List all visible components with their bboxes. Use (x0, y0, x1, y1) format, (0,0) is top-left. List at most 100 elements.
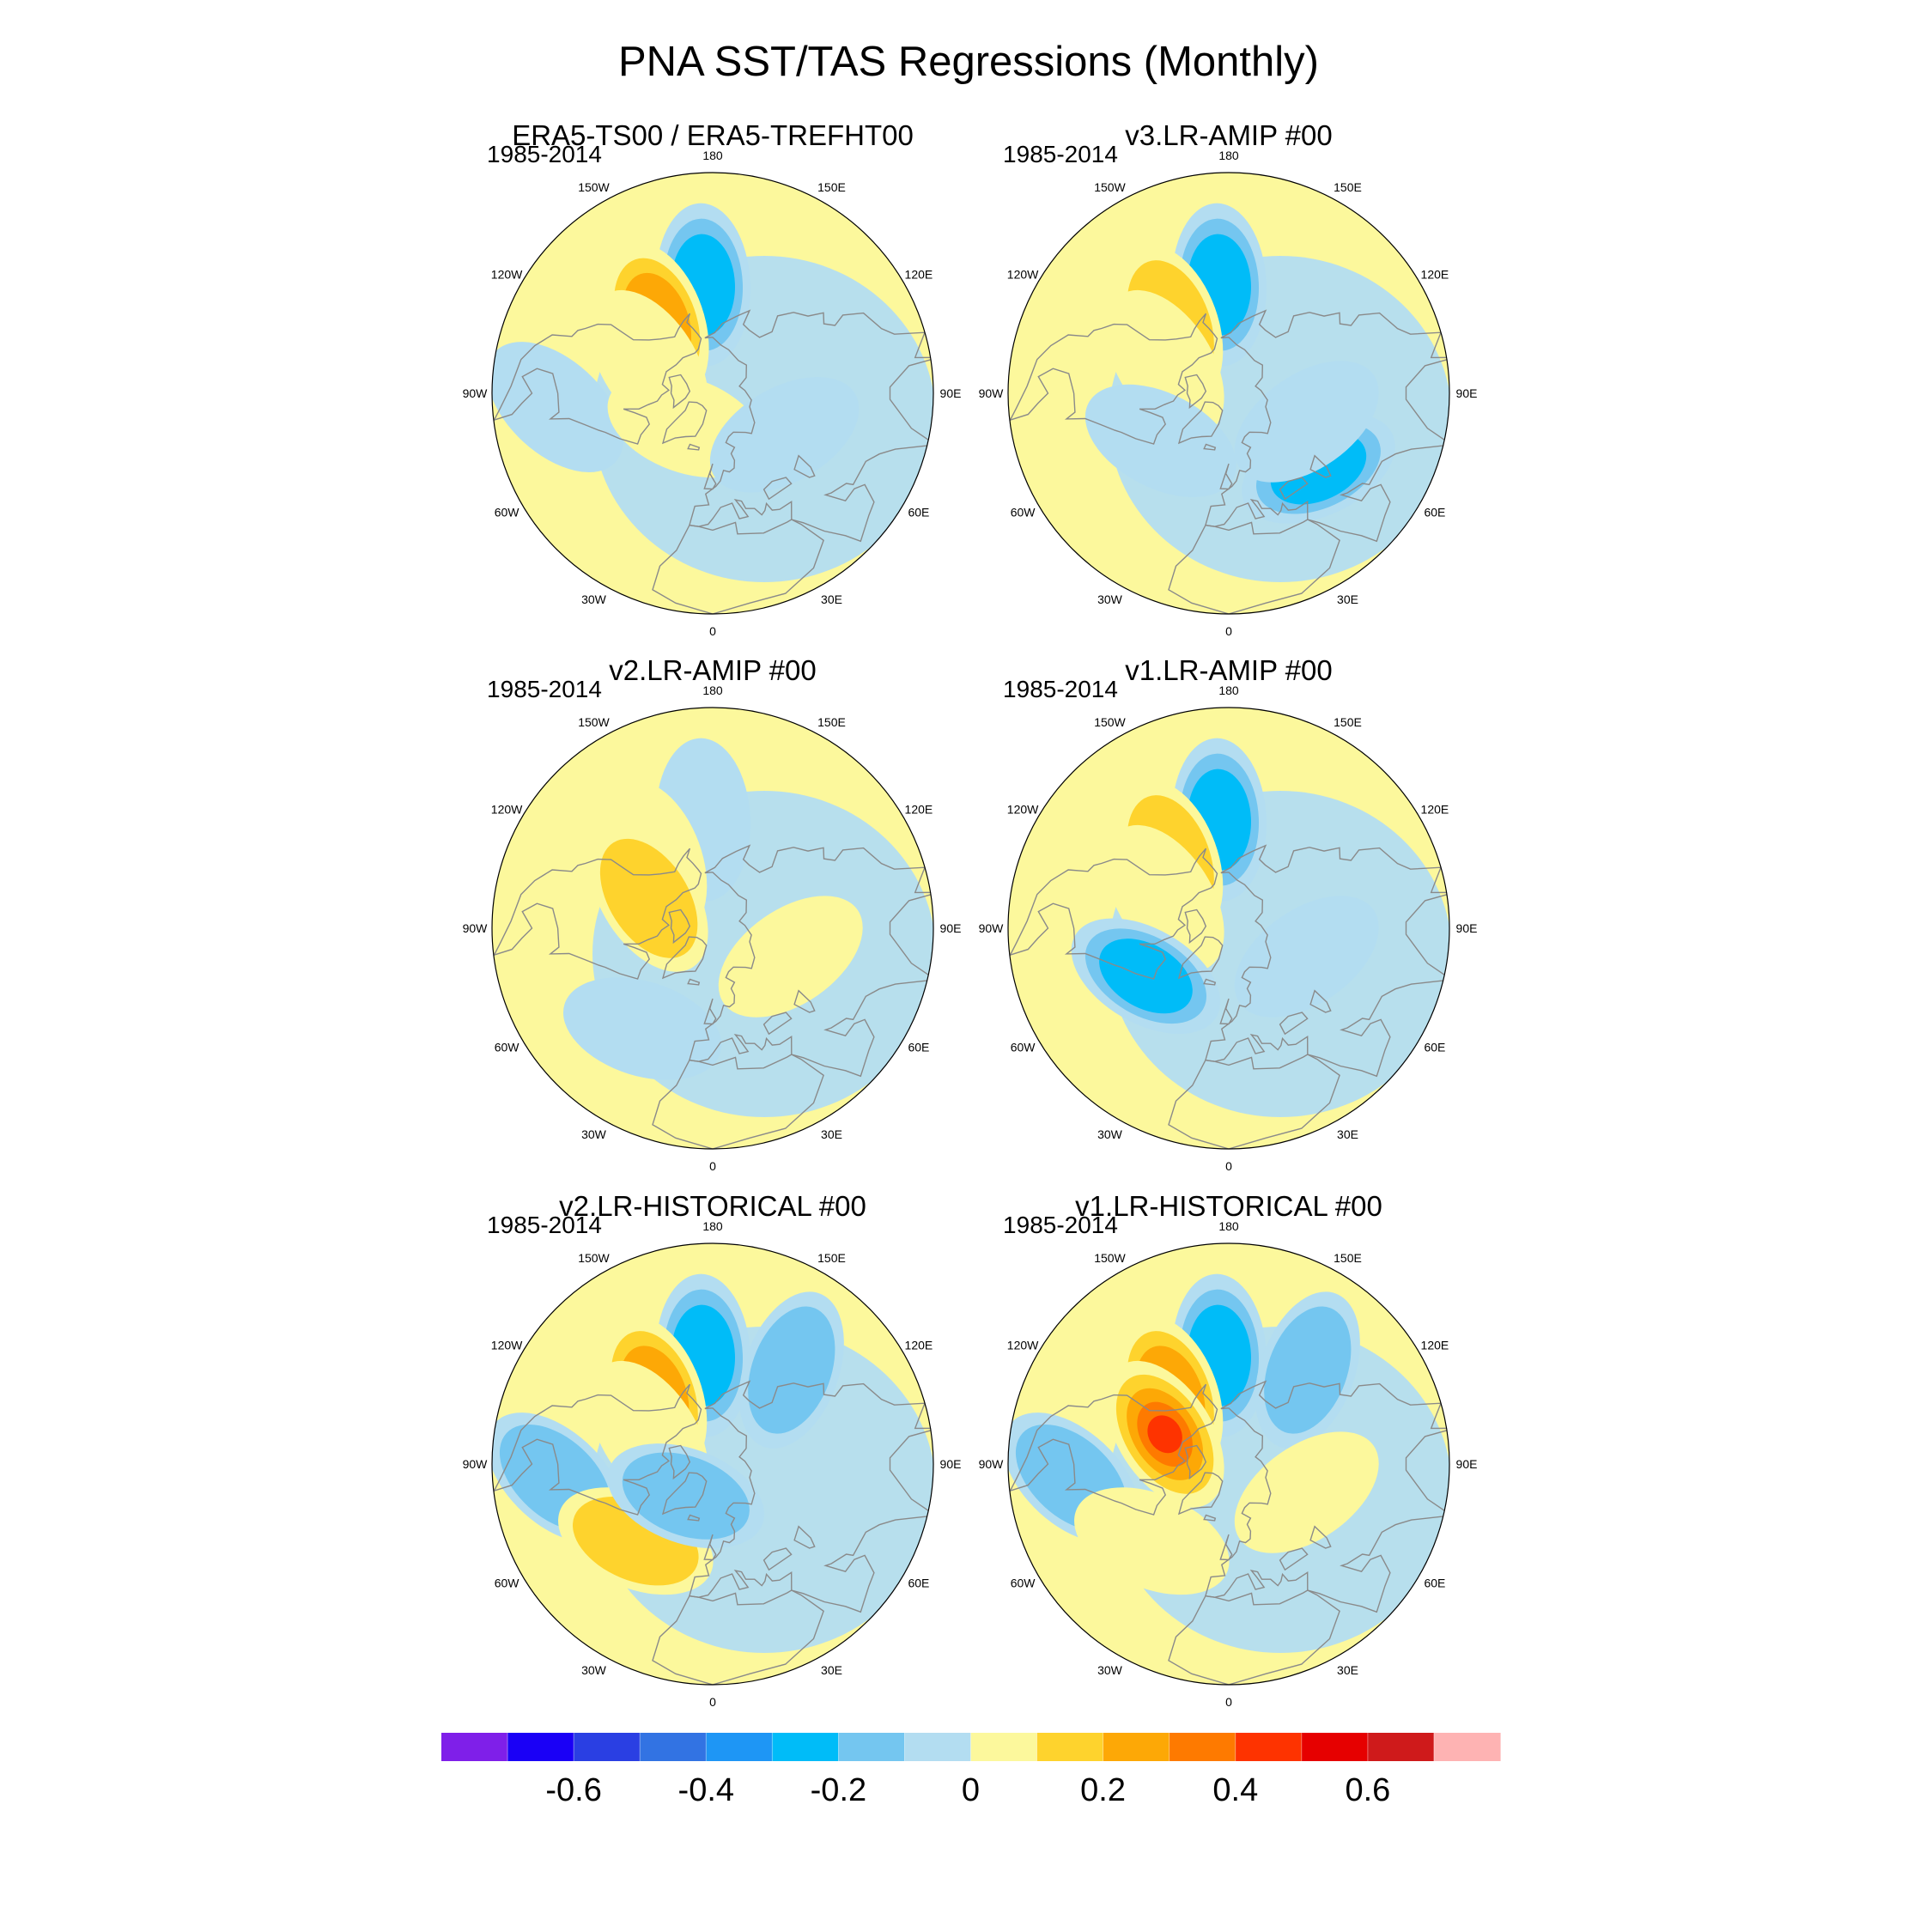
lon-label: 120W (491, 1339, 523, 1352)
coastline (703, 463, 717, 490)
map-field (1008, 708, 1449, 1149)
panel-period: 1985-2014 (487, 141, 602, 167)
coastline (687, 1514, 701, 1522)
coastline (1008, 848, 1218, 980)
colorbar-tick-label: -0.6 (545, 1772, 601, 1808)
colorbar-tick-label: -0.2 (811, 1772, 866, 1808)
coastline (1203, 443, 1217, 451)
colorbar-swatch (1433, 1733, 1501, 1761)
coastline (687, 978, 701, 986)
colorbar-tick-label: 0.2 (1080, 1772, 1126, 1808)
lon-label: 90W (979, 921, 1005, 935)
lon-label: 60E (908, 1041, 929, 1054)
lon-label: 120W (1007, 803, 1039, 817)
lon-label: 150E (817, 715, 846, 729)
coastline (1177, 936, 1224, 980)
coastline (793, 989, 816, 1013)
lon-label: 0 (1225, 1159, 1232, 1173)
colorbar-swatch (574, 1733, 641, 1761)
coastline (1177, 401, 1224, 445)
coastline (1309, 1525, 1332, 1549)
coastline (668, 1444, 691, 1480)
field-contour (1234, 361, 1379, 483)
colorbar-swatch (507, 1733, 574, 1761)
coastline (793, 1525, 816, 1549)
coastline (1205, 844, 1449, 1078)
coastline (703, 998, 717, 1025)
lon-label: 0 (1225, 624, 1232, 638)
lon-label: 90E (940, 921, 962, 935)
lon-label: 0 (709, 1695, 716, 1709)
lon-label: 30W (1097, 1663, 1123, 1677)
lon-label: 150W (578, 715, 610, 729)
coastline (762, 477, 793, 501)
lon-label: 90E (940, 1457, 962, 1471)
coastline (1279, 477, 1309, 501)
lon-label: 60W (495, 1041, 520, 1054)
coastline (1168, 1589, 1340, 1685)
coastline (1168, 519, 1340, 614)
map-border (491, 1242, 934, 1686)
lon-label: 30E (821, 592, 842, 606)
colorbar-swatch (1301, 1733, 1369, 1761)
lon-label: 60W (1011, 1577, 1036, 1590)
map-field (1008, 1243, 1449, 1685)
coastline (1219, 998, 1233, 1025)
map-border (1007, 172, 1450, 615)
coastline (689, 1380, 933, 1613)
lon-label: 60E (1424, 1041, 1445, 1054)
coastline (1203, 1514, 1217, 1522)
lon-label: 150E (817, 180, 846, 194)
lon-label: 120E (905, 268, 933, 282)
lon-label: 120W (491, 803, 523, 817)
coastline (492, 1383, 702, 1516)
map-field (492, 708, 933, 1149)
lon-label: 60W (1011, 506, 1036, 519)
colorbar-swatch (1036, 1733, 1104, 1761)
coastline (1205, 1380, 1449, 1613)
panel-title: v3.LR-AMIP #00 (1125, 119, 1333, 151)
coastline (687, 443, 701, 451)
lon-label: 150E (1334, 1251, 1362, 1265)
coastline (762, 1547, 793, 1571)
map-field (1008, 173, 1449, 614)
lon-label: 30E (821, 1127, 842, 1141)
panel-v3-amip: v3.LR-AMIP #00 1985-2014 180 150E 120E 90E 60E… (979, 119, 1478, 638)
coastline (1309, 454, 1332, 478)
colorbar-swatch (1367, 1733, 1435, 1761)
field-contour (562, 977, 722, 1080)
coastline (1309, 989, 1332, 1013)
lon-label: 90W (463, 921, 489, 935)
coastlines (1008, 1380, 1449, 1685)
colorbar-swatch (970, 1733, 1038, 1761)
colorbar-tick-label: 0.6 (1345, 1772, 1390, 1808)
coastline (1184, 1444, 1207, 1480)
coastline (1184, 908, 1207, 945)
map-border (1007, 707, 1450, 1150)
panel-period: 1985-2014 (487, 1212, 602, 1238)
coastline (793, 454, 816, 478)
lon-label: 150W (578, 180, 610, 194)
colorbar-tick-label: 0 (962, 1772, 980, 1808)
colorbar-swatch (904, 1733, 972, 1761)
lon-label: 90W (979, 1457, 1005, 1471)
coastline (1219, 463, 1233, 490)
coastline (703, 1534, 717, 1561)
panel-title: v1.LR-HISTORICAL #00 (1075, 1190, 1382, 1222)
lon-label: 120W (1007, 268, 1039, 282)
coastline (492, 848, 702, 980)
field-contour (1234, 896, 1379, 1018)
lon-label: 150E (817, 1251, 846, 1265)
coastline (1008, 313, 1218, 445)
lon-label: 30E (1337, 1663, 1358, 1677)
coastlines (1008, 309, 1449, 614)
field-contour (1264, 1306, 1352, 1434)
map-border (1007, 1242, 1450, 1686)
coastline (661, 1472, 708, 1516)
field-contour (1234, 1431, 1379, 1553)
panel-v2-amip: v2.LR-AMIP #00 1985-2014 180 150E 120E 90E 60E… (463, 654, 962, 1173)
lon-label: 90W (979, 386, 1005, 400)
panel-title: v2.LR-HISTORICAL #00 (559, 1190, 866, 1222)
lon-label: 60W (1011, 1041, 1036, 1054)
